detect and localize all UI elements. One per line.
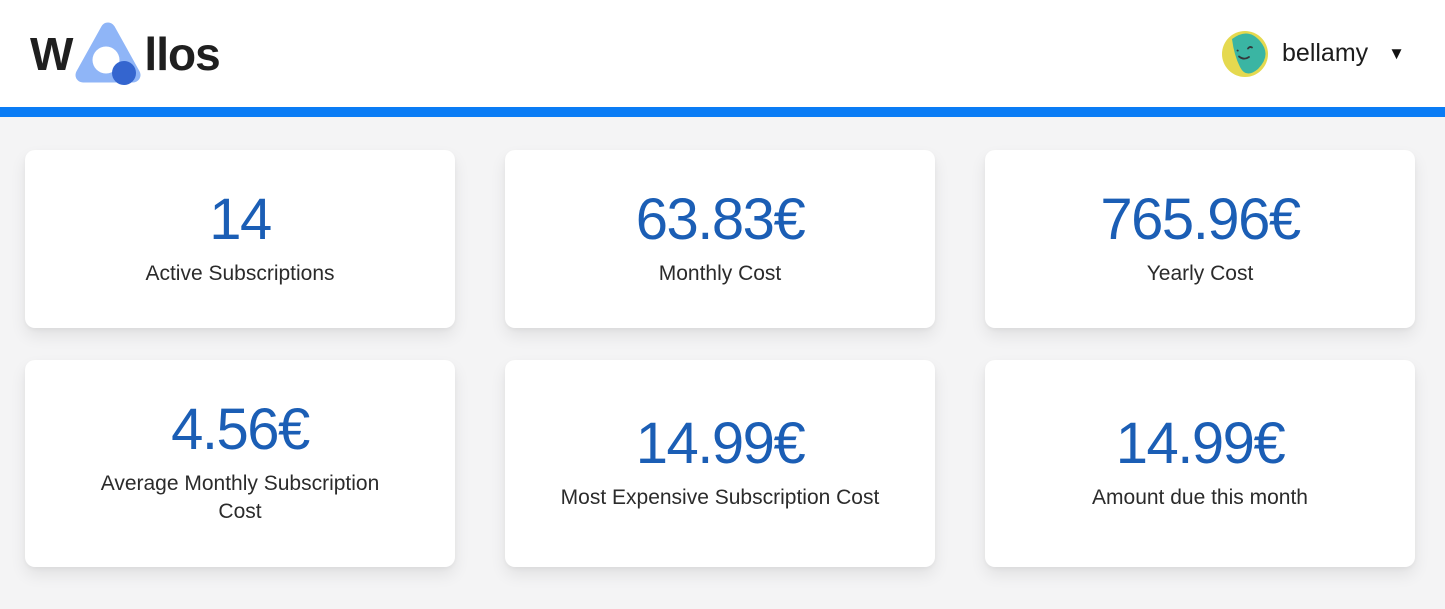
stat-label: Amount due this month [1092,486,1308,510]
stat-card-active-subscriptions: 14 Active Subscriptions [25,150,455,329]
stat-value: 14.99€ [1115,411,1286,477]
logo-text-w: W [30,27,73,80]
stats-grid: 14 Active Subscriptions 63.83€ Monthly C… [0,117,1445,606]
stat-value: 14.99€ [635,411,806,477]
stat-label: Yearly Cost [1146,261,1254,285]
stat-label: Average Monthly Subscription Cost [100,472,380,524]
logo-text-llos: llos [144,27,220,80]
stat-label: Active Subscriptions [145,261,335,285]
accent-bar [0,107,1445,117]
header: W llos [0,0,1445,107]
stat-card-monthly-cost: 63.83€ Monthly Cost [505,150,935,329]
stat-card-average-monthly-subscription-cost: 4.56€ Average Monthly Subscription Cost [25,360,455,567]
user-menu[interactable]: bellamy ▼ [1222,30,1405,77]
app-logo[interactable]: W llos [30,18,221,90]
username: bellamy [1282,39,1369,67]
stat-value: 14 [209,187,272,252]
stat-card-amount-due-this-month: 14.99€ Amount due this month [985,360,1415,567]
stat-card-most-expensive-subscription-cost: 14.99€ Most Expensive Subscription Cost [505,360,935,567]
stat-label: Monthly Cost [658,261,782,285]
stat-value: 63.83€ [635,187,806,252]
logo-triangle-icon [72,18,144,90]
stat-value: 765.96€ [1100,187,1301,252]
stat-label: Most Expensive Subscription Cost [560,486,880,510]
stat-card-yearly-cost: 765.96€ Yearly Cost [985,150,1415,329]
avatar [1222,30,1269,77]
chevron-down-icon[interactable]: ▼ [1388,44,1405,63]
stat-value: 4.56€ [171,397,310,463]
